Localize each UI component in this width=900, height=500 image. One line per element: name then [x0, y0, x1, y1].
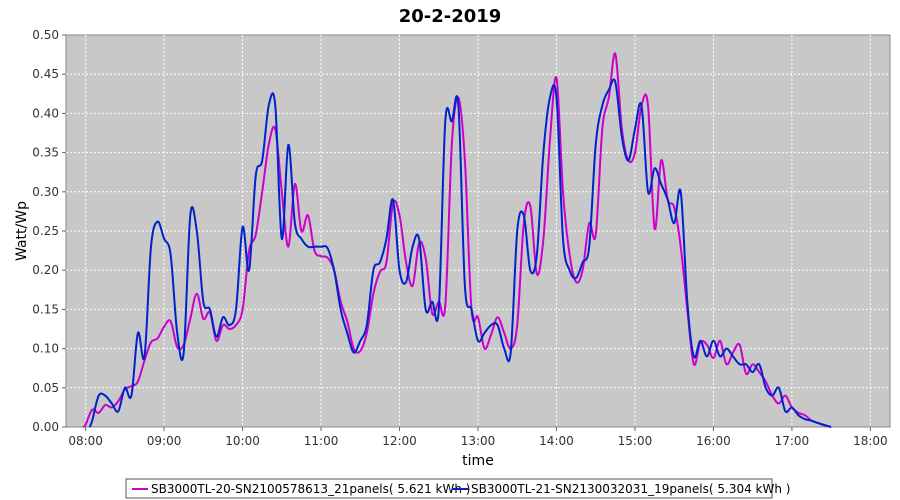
y-axis: 0.00 0.05 0.10 0.15 0.20 0.25 0.30 0.35 0.40 0.45…	[32, 28, 66, 434]
chart-title: 20-2-2019	[399, 6, 502, 27]
x-tick-label: 15:00	[618, 434, 653, 448]
grid	[66, 35, 890, 427]
x-tick-label: 13:00	[461, 434, 496, 448]
x-tick-label: 11:00	[304, 434, 339, 448]
y-tick-label: 0.00	[32, 420, 59, 434]
series-line-1	[82, 52, 832, 428]
series-line-2	[88, 78, 832, 428]
y-axis-label: Watt/Wp	[14, 201, 30, 261]
y-tick-label: 0.35	[32, 146, 59, 160]
x-axis-label: time	[462, 453, 494, 469]
y-tick-label: 0.10	[32, 342, 59, 356]
y-tick-label: 0.50	[32, 28, 59, 42]
legend-box	[125, 478, 773, 499]
x-tick-label: 09:00	[147, 434, 182, 448]
x-tick-label: 08:00	[68, 434, 103, 448]
legend: SB3000TL-20-SN2100578613_21panels( 5.621…	[125, 478, 790, 499]
y-tick-label: 0.25	[32, 224, 59, 238]
x-tick-label: 16:00	[696, 434, 731, 448]
y-tick-label: 0.05	[32, 381, 59, 395]
x-tick-label: 17:00	[775, 434, 810, 448]
y-tick-label: 0.30	[32, 185, 59, 199]
y-tick-label: 0.40	[32, 106, 59, 120]
legend-entry-label: SB3000TL-20-SN2100578613_21panels( 5.621…	[151, 482, 470, 496]
x-tick-label: 14:00	[539, 434, 574, 448]
y-tick-label: 0.20	[32, 263, 59, 277]
series-layer	[82, 52, 832, 428]
x-tick-label: 18:00	[853, 434, 888, 448]
x-axis: 08:00 09:00 10:00 11:00 12:00 13:00 14:00 15:00…	[68, 427, 888, 448]
x-tick-label: 10:00	[225, 434, 260, 448]
x-tick-label: 12:00	[382, 434, 417, 448]
y-tick-label: 0.45	[32, 67, 59, 81]
y-tick-label: 0.15	[32, 302, 59, 316]
legend-entry-label: SB3000TL-21-SN2130032031_19panels( 5.304…	[471, 482, 790, 496]
